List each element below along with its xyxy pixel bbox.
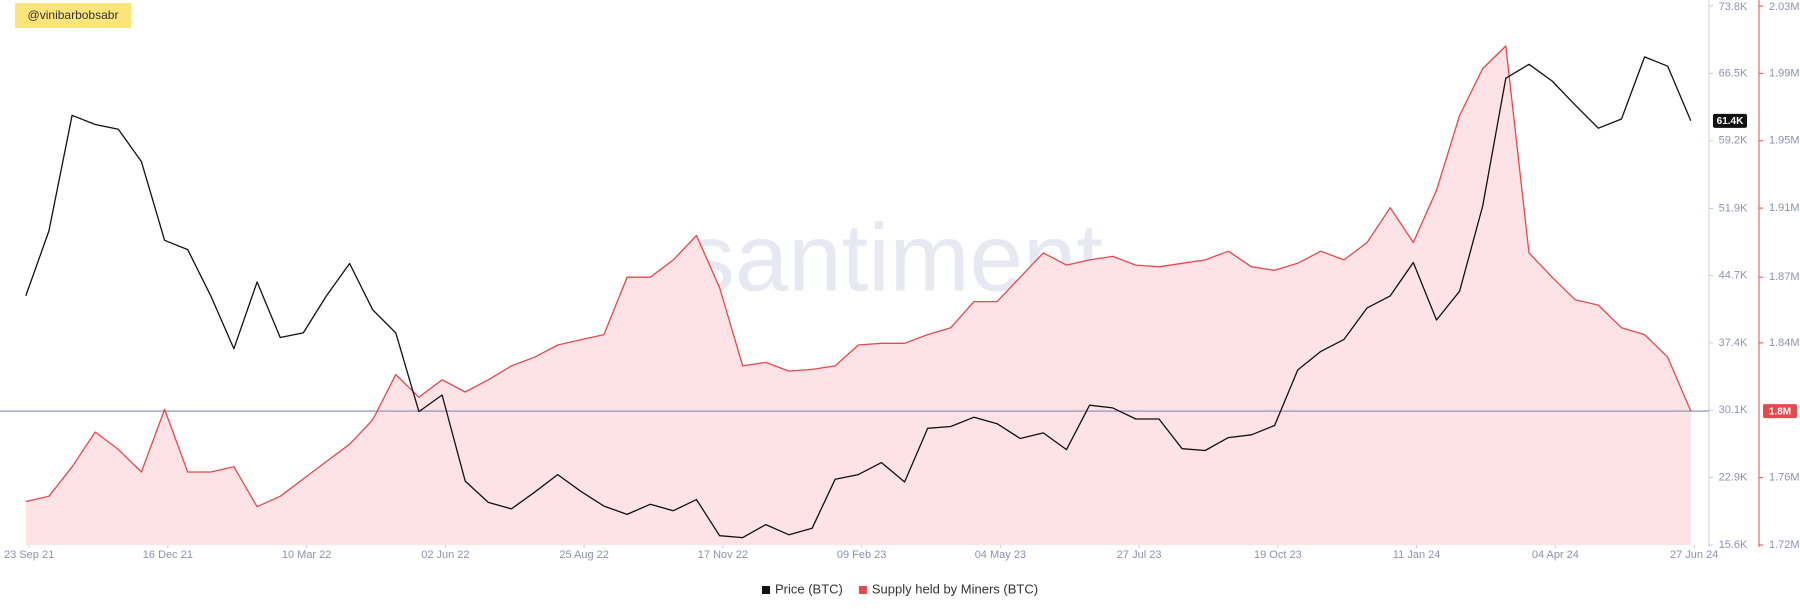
y2-tick-label: 1.91M — [1769, 202, 1800, 214]
x-tick-label: 19 Oct 23 — [1254, 549, 1302, 561]
legend-swatch — [858, 586, 867, 594]
legend-swatch — [762, 586, 770, 594]
y-tick-label: 73.8K — [1719, 1, 1748, 13]
x-tick-label: 04 May 23 — [975, 549, 1026, 561]
x-tick-label: 09 Feb 23 — [837, 549, 887, 561]
y-tick-label: 37.4K — [1719, 337, 1748, 349]
x-tick-label: 04 Apr 24 — [1532, 549, 1579, 561]
annotation: @vinibarbobsabr — [28, 8, 119, 22]
x-tick-label: 27 Jun 24 — [1670, 549, 1718, 561]
value-label: 1.8M — [1769, 406, 1791, 417]
legend-label: Price (BTC) — [775, 581, 843, 596]
y-tick-label: 30.1K — [1719, 404, 1748, 416]
y2-tick-label: 1.84M — [1769, 337, 1800, 349]
legend-label: Supply held by Miners (BTC) — [872, 581, 1038, 596]
value-badge — [1763, 404, 1797, 419]
y2-tick-label: 1.95M — [1769, 135, 1800, 147]
x-tick-label: 11 Jan 24 — [1393, 549, 1441, 561]
y-tick-label: 59.2K — [1719, 135, 1748, 147]
value-label: 61.4K — [1717, 116, 1744, 127]
y-tick-label: 15.6K — [1719, 539, 1748, 551]
value-badge — [1713, 113, 1747, 128]
annotation-box — [15, 3, 131, 28]
y2-tick-label: 2.03M — [1769, 1, 1800, 13]
x-tick-label: 23 Sep 21 — [4, 549, 54, 561]
y2-tick-label: 1.76M — [1769, 472, 1800, 484]
area — [25, 46, 1691, 545]
y2-tick-label: 1.99M — [1769, 67, 1800, 79]
x-tick-label: 10 Mar 22 — [282, 549, 332, 561]
y-tick-label: 51.9K — [1719, 202, 1748, 214]
y2-tick-label: 1.87M — [1769, 271, 1800, 283]
x-tick-label: 17 Nov 22 — [698, 549, 748, 561]
line — [25, 56, 1692, 539]
x-tick-label: 27 Jul 23 — [1117, 549, 1162, 561]
x-tick-label: 02 Jun 22 — [421, 549, 469, 561]
y2-tick-label: 1.72M — [1769, 539, 1800, 551]
y-tick-label: 22.9K — [1719, 472, 1748, 484]
x-tick-label: 16 Dec 21 — [143, 549, 193, 561]
x-tick-label: 25 Aug 22 — [559, 549, 609, 561]
y-tick-label: 66.5K — [1719, 67, 1748, 79]
line — [25, 45, 1692, 508]
y-tick-label: 44.7K — [1719, 269, 1748, 281]
